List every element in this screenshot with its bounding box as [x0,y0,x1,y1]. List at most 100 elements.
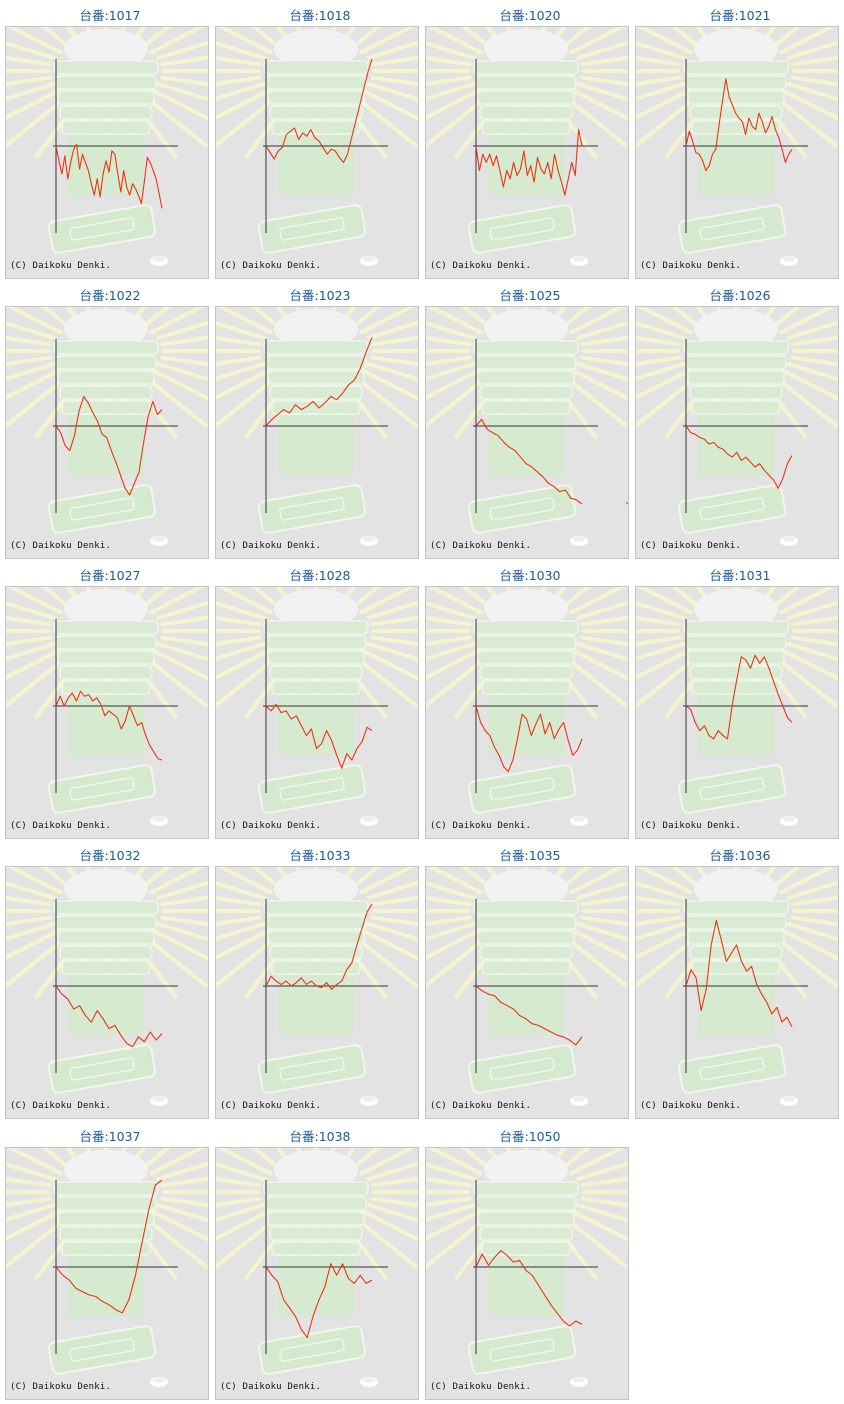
background-illustration [636,587,838,826]
background-illustration [426,1148,628,1387]
chart-svg [6,27,208,266]
chart-title[interactable]: 台番:1036 [709,848,771,863]
chart-frame: (C) Daikoku Denki. [425,26,629,279]
chart-panel: 台番:1025 (C) Daikoku Denki. [425,282,635,562]
background-illustration [216,1148,418,1387]
chart-panel: 台番:1035 (C) Daikoku Denki. [425,842,635,1122]
copyright-label: (C) Daikoku Denki. [220,821,322,831]
series-line [685,919,793,1028]
chart-panel: 台番:1037 (C) Daikoku Denki. [5,1123,215,1403]
chart-frame: (C) Daikoku Denki. [425,866,629,1119]
chart-title[interactable]: 台番:1030 [499,568,561,583]
chart-frame: (C) Daikoku Denki. [215,26,419,279]
chart-title[interactable]: 台番:1031 [709,568,771,583]
chart-svg [216,867,418,1106]
series-line [265,1263,373,1339]
chart-title[interactable]: 台番:1035 [499,848,561,863]
copyright-label: (C) Daikoku Denki. [640,1101,742,1111]
copyright-label: (C) Daikoku Denki. [10,821,112,831]
chart-title[interactable]: 台番:1038 [289,1129,351,1144]
chart-svg [6,587,208,826]
chart-panel: 台番:1018 (C) Daikoku Denki. [215,2,425,282]
chart-panel: 台番:1021 (C) Daikoku Denki. [635,2,844,282]
series-line [475,129,583,196]
chart-svg [6,1148,208,1387]
chart-svg [426,867,628,1106]
chart-panel: 台番:1033 (C) Daikoku Denki. [215,842,425,1122]
chart-frame: (C) Daikoku Denki. [215,1147,419,1400]
chart-title[interactable]: 台番:1018 [289,8,351,23]
background-illustration [636,27,838,266]
copyright-label: (C) Daikoku Denki. [640,261,742,271]
background-illustration [636,867,838,1106]
chart-svg [636,307,838,546]
chart-svg [216,587,418,826]
chart-title[interactable]: 台番:1028 [289,568,351,583]
background-illustration [6,587,208,826]
series-line [265,337,373,427]
chart-svg [426,27,628,266]
chart-title[interactable]: 台番:1033 [289,848,351,863]
chart-panel: 台番:1036 (C) Daikoku Denki. [635,842,844,1122]
series-line [685,78,793,172]
chart-frame: (C) Daikoku Denki. [5,866,209,1119]
copyright-label: (C) Daikoku Denki. [430,1101,532,1111]
copyright-label: (C) Daikoku Denki. [10,261,112,271]
chart-frame: (C) Daikoku Denki. [5,26,209,279]
background-illustration [426,307,628,546]
chart-title[interactable]: 台番:1032 [79,848,141,863]
chart-panel: 台番:1027 (C) Daikoku Denki. [5,562,215,842]
chart-title[interactable]: 台番:1027 [79,568,141,583]
chart-frame: (C) Daikoku Denki. [425,1147,629,1400]
chart-panel: 台番:1050 (C) Daikoku Denki. [425,1123,635,1403]
chart-panel: 台番:1028 (C) Daikoku Denki. [215,562,425,842]
chart-frame: (C) Daikoku Denki. [5,306,209,559]
chart-svg [636,587,838,826]
series-line [475,705,583,773]
chart-svg [216,307,418,546]
chart-svg [636,27,838,266]
series-line [55,143,163,209]
copyright-label: (C) Daikoku Denki. [430,821,532,831]
background-illustration [426,867,628,1106]
chart-title[interactable]: 台番:1022 [79,288,141,303]
chart-frame: (C) Daikoku Denki. [215,586,419,839]
chart-title[interactable]: 台番:1050 [499,1129,561,1144]
background-illustration [6,27,208,266]
copyright-label: (C) Daikoku Denki. [220,1382,322,1392]
chart-panel: 台番:1020 (C) Daikoku Denki. [425,2,635,282]
chart-panel: 台番:1038 (C) Daikoku Denki. [215,1123,425,1403]
series-line [55,690,163,761]
copyright-label: (C) Daikoku Denki. [430,1382,532,1392]
chart-panel: 台番:1022 (C) Daikoku Denki. [5,282,215,562]
series-line [55,985,163,1048]
copyright-label: (C) Daikoku Denki. [220,1101,322,1111]
chart-panel: 台番:1017 (C) Daikoku Denki. [5,2,215,282]
background-illustration [216,307,418,546]
chart-title[interactable]: 台番:1020 [499,8,561,23]
series-line [55,1179,163,1314]
chart-title[interactable]: 台番:1025 [499,288,561,303]
chart-title[interactable]: 台番:1021 [709,8,771,23]
chart-svg [426,307,628,546]
chart-title[interactable]: 台番:1017 [79,8,141,23]
chart-frame: (C) Daikoku Denki. [215,866,419,1119]
chart-svg [636,867,838,1106]
copyright-label: (C) Daikoku Denki. [10,1101,112,1111]
series-line [265,703,373,769]
copyright-label: (C) Daikoku Denki. [220,261,322,271]
chart-svg [6,307,208,546]
background-illustration [426,27,628,266]
chart-svg [216,1148,418,1387]
chart-title[interactable]: 台番:1023 [289,288,351,303]
chart-panel: 台番:1023 (C) Daikoku Denki. [215,282,425,562]
background-illustration [636,307,838,546]
chart-svg [6,867,208,1106]
chart-title[interactable]: 台番:1037 [79,1129,141,1144]
copyright-label: (C) Daikoku Denki. [640,821,742,831]
chart-svg [216,27,418,266]
chart-frame: (C) Daikoku Denki. [635,306,839,559]
chart-frame: (C) Daikoku Denki. [635,866,839,1119]
chart-title[interactable]: 台番:1026 [709,288,771,303]
